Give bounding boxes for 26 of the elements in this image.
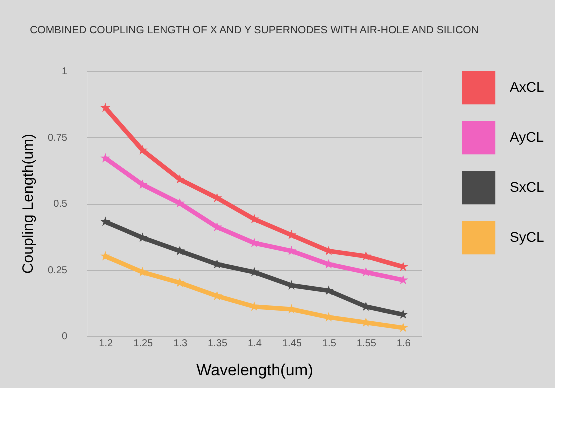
legend-label: SyCL	[510, 229, 544, 245]
x-tick-label: 1.35	[208, 338, 228, 350]
x-tick-label: 1.45	[282, 338, 302, 350]
legend-label: AyCL	[510, 129, 544, 145]
y-tick-label: 0	[62, 332, 68, 342]
legend-label: SxCL	[510, 179, 544, 195]
point	[100, 251, 111, 261]
chart-title: COMBINED COUPLING LENGTH OF X AND Y SUPERNODES WITH AIR-HOLE AND SILICON	[30, 24, 479, 36]
y-tick-label: 0.5	[54, 199, 68, 210]
y-axis-title: Coupling Length(um)	[20, 134, 38, 274]
y-tick-label: 1	[62, 66, 68, 78]
x-tick-label: 1.6	[396, 338, 412, 350]
x-tick-label: 1.5	[322, 338, 337, 350]
point	[138, 145, 148, 155]
x-axis-title: Wavelength(um)	[196, 362, 314, 380]
y-tick-label: 0.75	[48, 132, 68, 144]
point	[100, 153, 111, 163]
y-tick-label: 0.25	[48, 265, 68, 276]
legend-label: AxCL	[510, 79, 544, 95]
point	[100, 216, 111, 226]
x-tick-label: 1.55	[356, 338, 377, 350]
x-tick-label: 1.2	[99, 338, 114, 350]
x-tick-label: 1.4	[248, 338, 262, 350]
x-tick-label: 1.3	[174, 338, 188, 350]
x-tick-label: 1.25	[134, 338, 154, 350]
point	[100, 102, 111, 112]
